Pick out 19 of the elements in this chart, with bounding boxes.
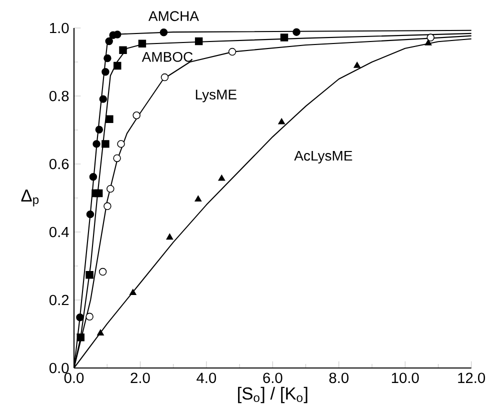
- y-tick-label: 0.8: [49, 90, 69, 102]
- y-tick-label: 0.0: [49, 362, 69, 374]
- y-tick-label: 0.2: [49, 294, 69, 306]
- x-tick-label: 8.0: [329, 372, 348, 384]
- x-tick-label: 4.0: [196, 372, 216, 384]
- x-tick-label: 0.0: [64, 372, 84, 384]
- x-tick-label: 2.0: [130, 372, 150, 384]
- x-tick-label: 6.0: [263, 372, 282, 384]
- text: LysME: [196, 90, 236, 102]
- y-tick-label: 1.0: [50, 22, 69, 34]
- y-tick-label: 0.6: [49, 158, 69, 170]
- x-tick-label: 10.0: [392, 372, 419, 384]
- y-tick-label: 0.4: [49, 226, 69, 238]
- x-tick-label: 12.0: [458, 372, 486, 384]
- text: AcLysME: [294, 150, 352, 164]
- series-label: AMCHA: [148, 11, 199, 22]
- series-label: AMBOC: [142, 52, 193, 62]
- x-axis-title: [S$_{o}$] / [K$_{o}$]: [238, 386, 308, 404]
- y-axis-title: Δ$_{p}$: [21, 190, 39, 206]
